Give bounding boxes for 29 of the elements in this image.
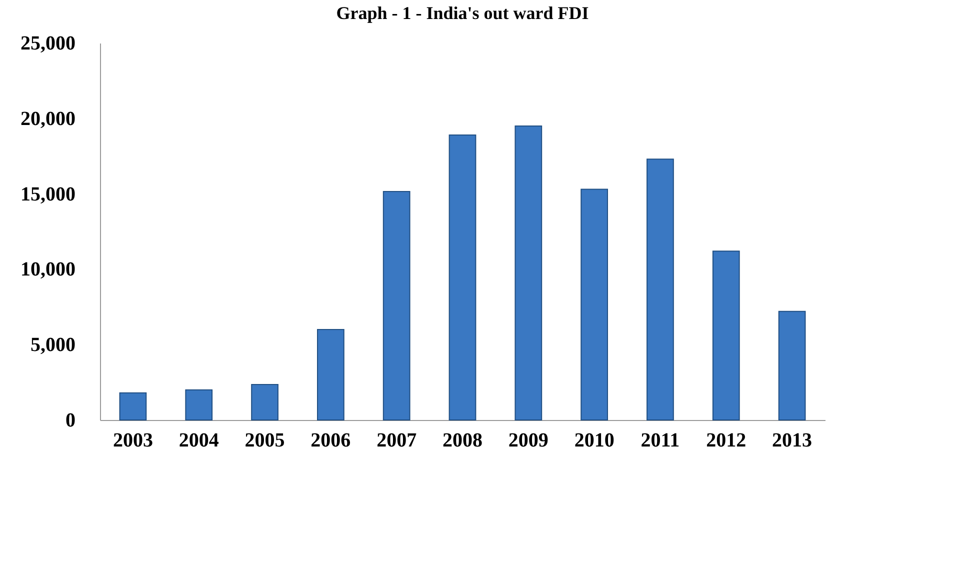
x-tick-label: 2008: [442, 430, 482, 452]
bar: [712, 250, 740, 420]
y-tick-label: 25,000: [20, 32, 76, 54]
bar: [448, 134, 476, 420]
x-tick-label: 2011: [640, 430, 680, 452]
x-tick-label: 2004: [178, 430, 219, 452]
x-tick-label: 2013: [772, 430, 812, 452]
bar: [119, 392, 147, 420]
x-tick-label: 2007: [376, 430, 417, 452]
bar: [251, 384, 278, 420]
y-tick-label: 20,000: [20, 108, 76, 130]
bar: [317, 329, 344, 420]
bar: [185, 389, 213, 420]
x-tick-label: 2012: [706, 430, 746, 452]
x-tick-label: 2009: [508, 430, 548, 452]
x-tick-label: 2005: [244, 430, 285, 452]
bar: [382, 191, 410, 420]
bar: [514, 125, 542, 420]
chart-title: Graph - 1 - India's out ward FDI: [336, 3, 589, 23]
x-tick-label: 2003: [112, 430, 153, 452]
y-tick-label: 5,000: [30, 334, 76, 356]
bar: [778, 310, 806, 420]
y-tick-label: 0: [66, 410, 76, 432]
y-tick-label: 10,000: [20, 258, 76, 281]
y-tick-label: 15,000: [20, 183, 76, 206]
bar: [580, 188, 608, 420]
x-tick-label: 2010: [574, 430, 614, 452]
x-tick-label: 2006: [310, 430, 351, 452]
bar: [646, 158, 674, 420]
